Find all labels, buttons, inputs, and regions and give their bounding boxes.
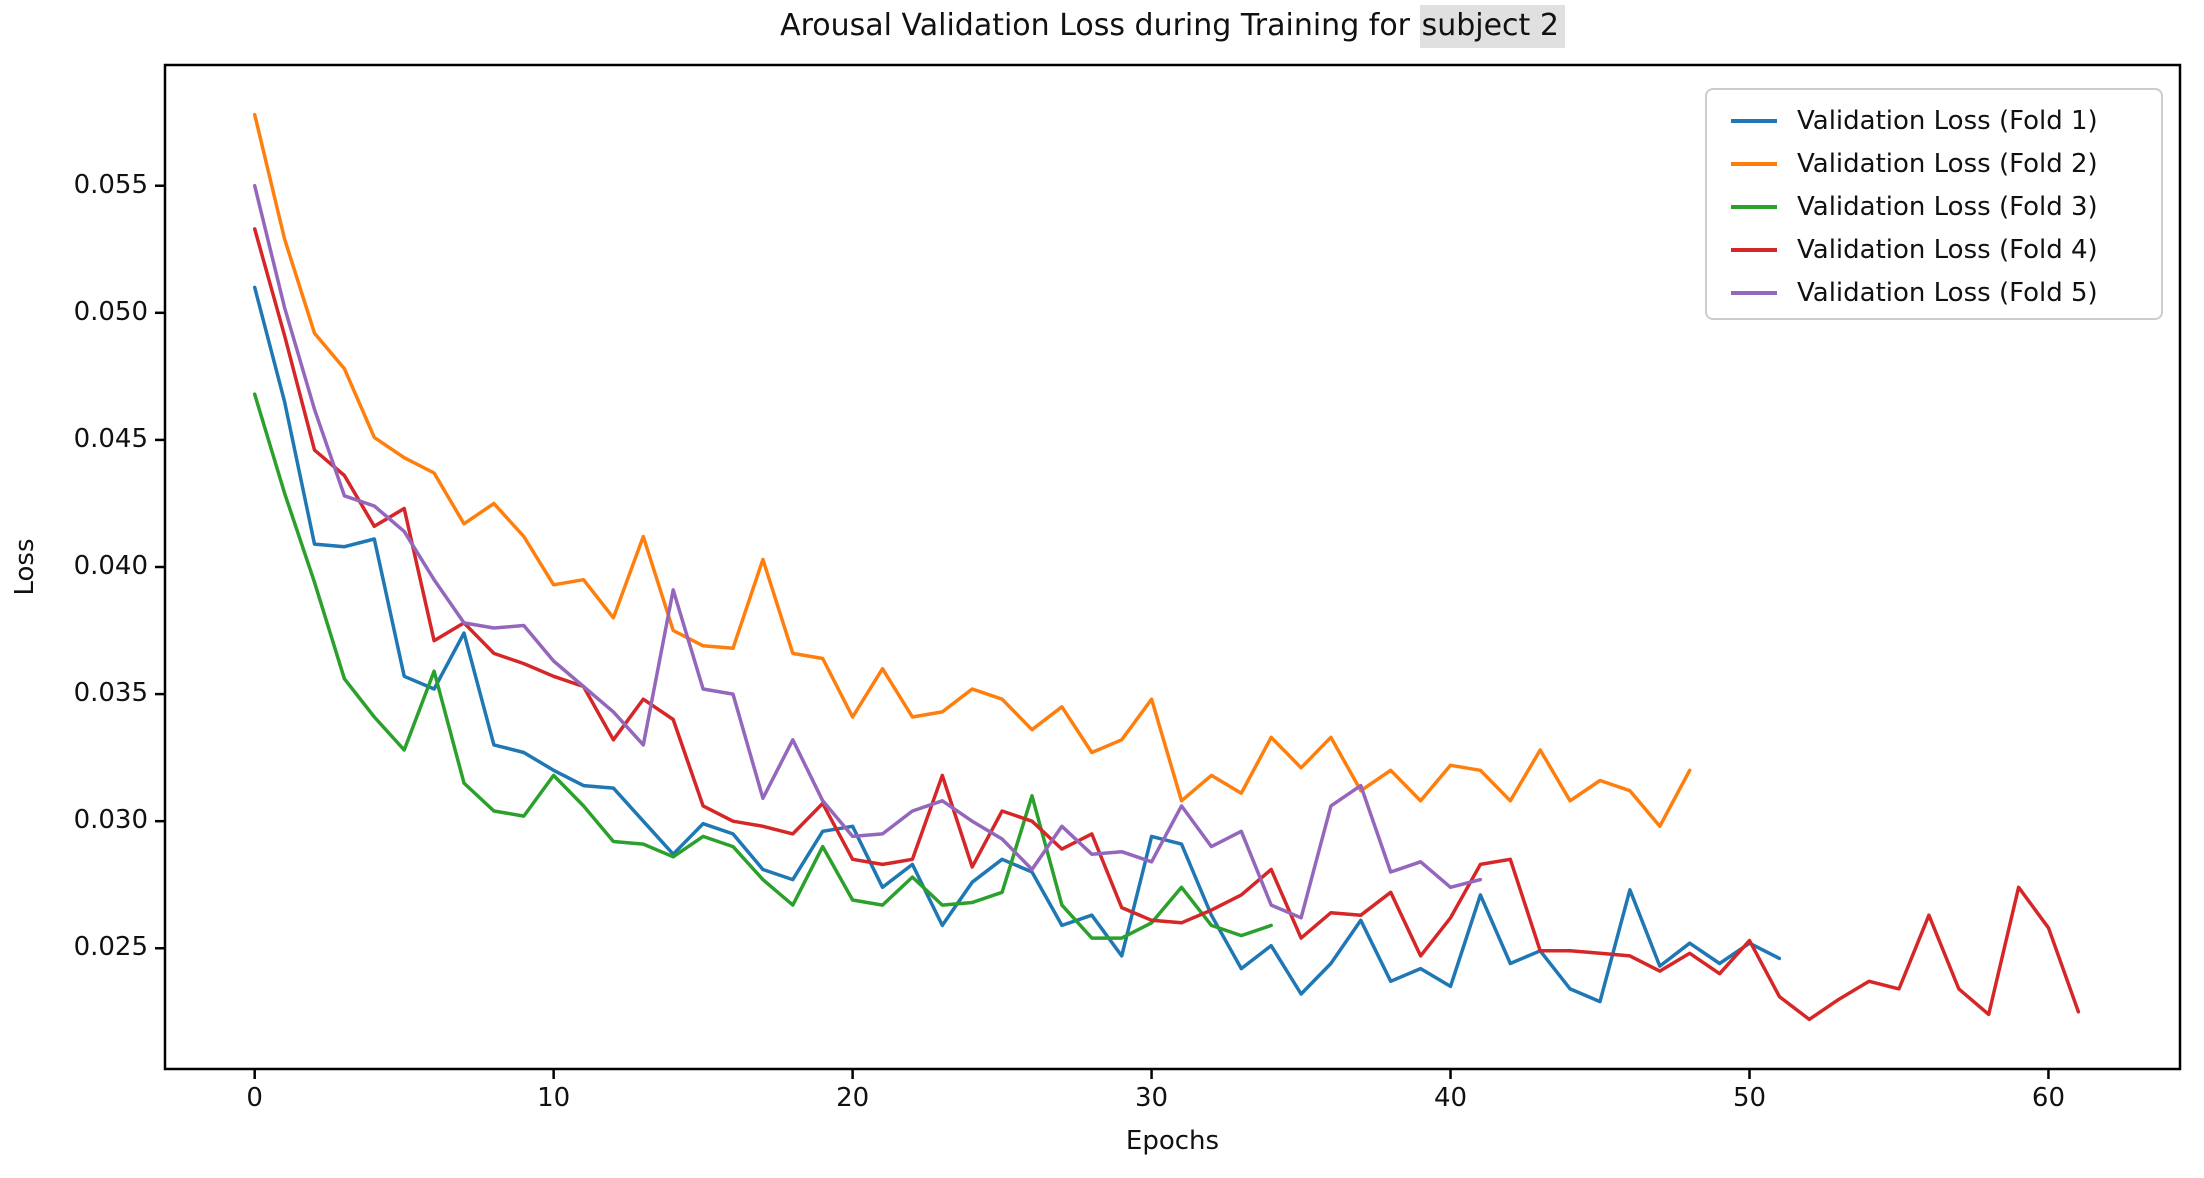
y-tick-label: 0.025 bbox=[73, 932, 148, 963]
legend-item-label: Validation Loss (Fold 4) bbox=[1797, 234, 2098, 265]
y-tick-label: 0.040 bbox=[73, 551, 148, 581]
legend-item-label: Validation Loss (Fold 3) bbox=[1797, 191, 2098, 222]
y-tick-label: 0.035 bbox=[73, 678, 148, 709]
series-line-fold-4 bbox=[252, 227, 2081, 1022]
series-line-fold-2 bbox=[252, 112, 1692, 829]
legend-item-label: Validation Loss (Fold 5) bbox=[1797, 277, 2098, 308]
legend-line-swatch bbox=[1731, 118, 1777, 123]
legend-item: Validation Loss (Fold 2) bbox=[1707, 142, 2161, 185]
x-tick-label: 20 bbox=[836, 1083, 870, 1113]
legend-line-swatch bbox=[1731, 290, 1777, 295]
legend-item-label: Validation Loss (Fold 1) bbox=[1797, 105, 2098, 136]
y-tick-label: 0.030 bbox=[73, 805, 148, 836]
chart-title: Arousal Validation Loss during Training … bbox=[165, 5, 2180, 48]
series-line-fold-5 bbox=[252, 183, 1483, 920]
legend: Validation Loss (Fold 1) Validation Loss … bbox=[1705, 88, 2163, 320]
legend-item: Validation Loss (Fold 1) bbox=[1707, 99, 2161, 142]
legend-item: Validation Loss (Fold 5) bbox=[1707, 271, 2161, 314]
y-tick-label: 0.050 bbox=[73, 296, 148, 327]
legend-line-swatch bbox=[1731, 247, 1777, 252]
legend-item: Validation Loss (Fold 4) bbox=[1707, 228, 2161, 271]
legend-line-swatch bbox=[1731, 204, 1777, 209]
y-tick-label: 0.045 bbox=[73, 423, 148, 454]
series-line-fold-3 bbox=[252, 392, 1273, 940]
x-tick-label: 10 bbox=[537, 1083, 571, 1113]
x-tick-label: 50 bbox=[1732, 1083, 1767, 1113]
chart-title-highlight: subject 2 bbox=[1419, 5, 1565, 48]
x-tick-label: 40 bbox=[1433, 1083, 1468, 1113]
series-line-fold-1 bbox=[252, 285, 1782, 1004]
legend-item-label: Validation Loss (Fold 2) bbox=[1797, 148, 2098, 179]
x-tick-label: 30 bbox=[1135, 1083, 1169, 1113]
y-tick-label: 0.055 bbox=[73, 169, 148, 200]
x-axis-label: Epochs bbox=[1125, 1126, 1220, 1156]
legend-line-swatch bbox=[1731, 161, 1777, 166]
x-tick-label: 60 bbox=[2031, 1083, 2065, 1113]
chart-title-text: Arousal Validation Loss during Training … bbox=[780, 8, 1420, 43]
x-tick-label: 0 bbox=[246, 1083, 263, 1113]
legend-item: Validation Loss (Fold 3) bbox=[1707, 185, 2161, 228]
